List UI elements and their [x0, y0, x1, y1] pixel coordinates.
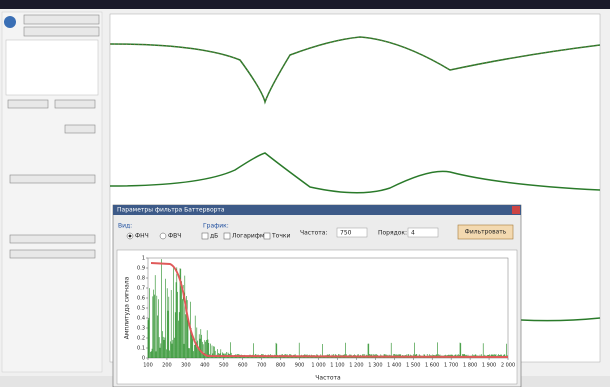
x-tick-label: 2 000	[501, 363, 515, 369]
trace	[520, 317, 601, 322]
trace-raw	[109, 36, 601, 103]
x-tick-label: 100	[143, 363, 153, 369]
label[interactable]: Точки	[271, 233, 291, 240]
x-tick-label: 400	[200, 363, 210, 369]
x-tick-label: 1 800	[463, 363, 477, 369]
checkbox[interactable]	[263, 232, 271, 240]
x-tick-label: 900	[295, 363, 305, 369]
label[interactable]: ФВЧ	[168, 233, 181, 240]
y-tick-label: 0.6	[137, 296, 145, 302]
input-value: 750	[340, 230, 352, 237]
checkbox[interactable]	[223, 232, 231, 240]
x-tick-label: 700	[257, 363, 267, 369]
radio[interactable]	[159, 232, 167, 240]
list[interactable]	[5, 39, 99, 96]
plot-area	[147, 257, 509, 359]
input[interactable]	[407, 227, 439, 238]
x-tick-label: 300	[181, 363, 191, 369]
label: График:	[203, 223, 229, 230]
button[interactable]	[23, 14, 100, 25]
y-tick-label: 0.4	[137, 316, 145, 322]
label[interactable]: Логарифм	[232, 233, 264, 240]
y-tick-label: 0.3	[137, 326, 145, 332]
filter-response	[150, 262, 509, 358]
y-tick-label: 0.9	[137, 266, 145, 272]
y-tick-label: 1	[142, 256, 145, 262]
button-label[interactable]: Фильтровать	[465, 229, 507, 236]
button[interactable]	[9, 249, 96, 259]
label: Вид:	[118, 223, 132, 230]
x-tick-label: 1 900	[482, 363, 496, 369]
x-tick-label: 1 000	[311, 363, 325, 369]
filter-button[interactable]	[457, 224, 514, 240]
x-tick-label: 500	[219, 363, 229, 369]
logo	[4, 16, 16, 28]
button[interactable]	[54, 99, 96, 109]
x-axis-label: Частота	[315, 375, 341, 382]
button[interactable]	[7, 99, 49, 109]
label[interactable]: дБ	[210, 233, 218, 240]
x-tick-label: 1 300	[368, 363, 382, 369]
button[interactable]	[23, 26, 100, 37]
radio-dot	[128, 234, 132, 238]
button[interactable]	[9, 234, 96, 244]
input-value: 4	[411, 230, 415, 237]
y-axis-label: Амплитуда сигнала	[124, 276, 131, 339]
x-tick-label: 1 400	[387, 363, 401, 369]
input[interactable]	[336, 227, 368, 238]
label: Частота:	[300, 230, 327, 237]
button[interactable]	[9, 174, 96, 184]
y-tick-label: 0.1	[137, 346, 145, 352]
x-tick-label: 1 200	[349, 363, 363, 369]
dialog: Параметры фильтра Баттерворта Вид: ФНЧ Ф…	[112, 204, 522, 387]
y-tick-label: 0.2	[137, 336, 145, 342]
y-tick-label: 0	[142, 356, 145, 362]
checkbox[interactable]	[201, 232, 209, 240]
y-tick-label: 0.5	[137, 306, 145, 312]
x-tick-label: 1 500	[406, 363, 420, 369]
x-tick-label: 800	[276, 363, 286, 369]
x-tick-label: 1 100	[330, 363, 344, 369]
label[interactable]: ФНЧ	[135, 233, 149, 240]
trace	[109, 152, 601, 194]
close-button[interactable]	[512, 206, 520, 214]
y-tick-label: 0.7	[137, 286, 145, 292]
dialog-title: Параметры фильтра Баттерворта	[117, 207, 225, 214]
dialog-title-bar	[113, 205, 521, 215]
x-tick-label: 1 600	[425, 363, 439, 369]
label: Порядок:	[378, 230, 407, 237]
y-tick-label: 0.8	[137, 276, 145, 282]
x-tick-label: 200	[162, 363, 172, 369]
title-bar	[0, 0, 610, 9]
x-tick-label: 600	[238, 363, 248, 369]
x-tick-label: 1 700	[444, 363, 458, 369]
button[interactable]	[64, 124, 96, 134]
